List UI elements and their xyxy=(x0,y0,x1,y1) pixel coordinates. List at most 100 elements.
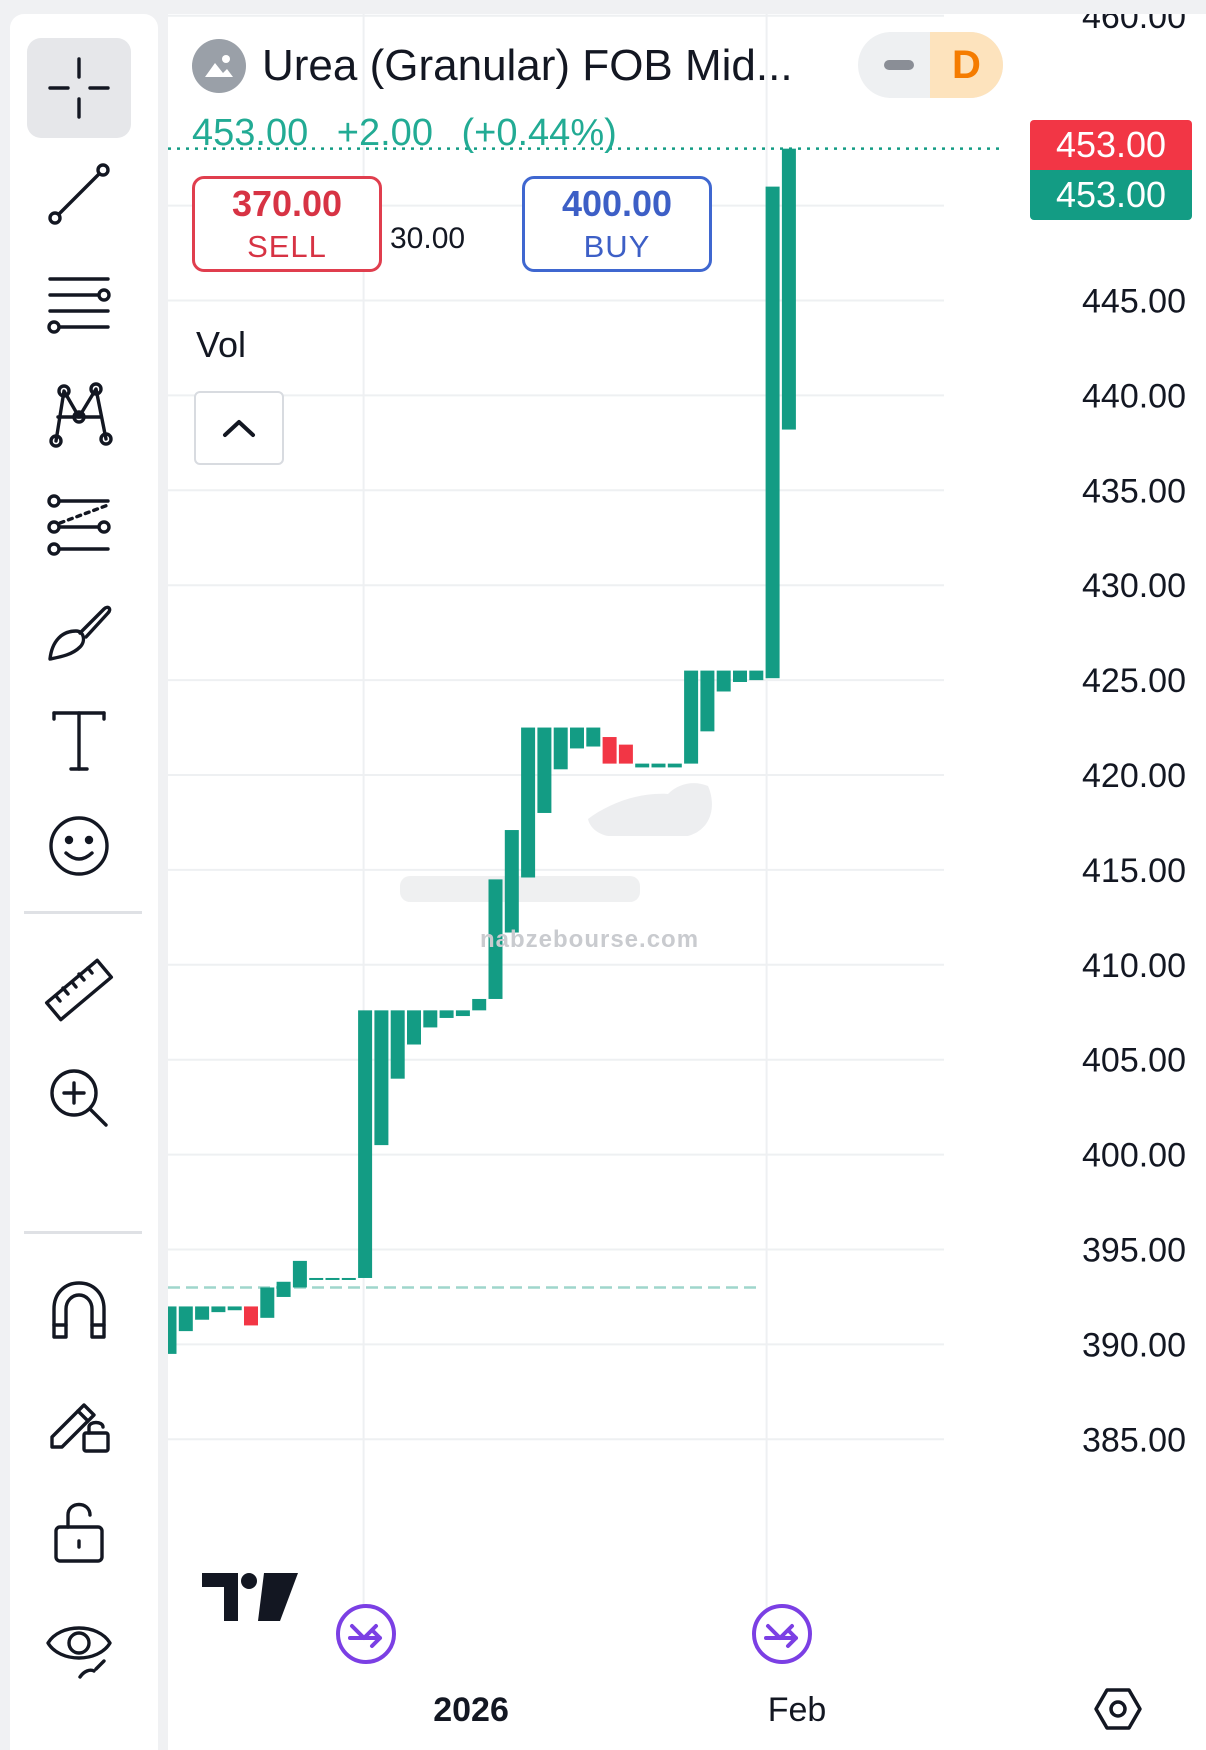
y-tick-label: 390.00 xyxy=(1082,1326,1186,1364)
candle xyxy=(407,1010,421,1045)
price-badge-red: 453.00 xyxy=(1030,120,1192,170)
y-tick-label: 385.00 xyxy=(1082,1421,1186,1459)
magnet-icon xyxy=(52,1281,106,1339)
pattern-tool[interactable] xyxy=(27,364,131,464)
price-change: +2.00 xyxy=(336,112,433,154)
fib-retracement-tool[interactable] xyxy=(27,254,131,354)
brush-icon xyxy=(48,605,112,661)
candle xyxy=(309,1277,324,1280)
buy-button[interactable]: 400.00 BUY xyxy=(522,176,712,272)
fib-retracement-icon xyxy=(47,277,111,334)
y-tick-label: 410.00 xyxy=(1082,947,1186,985)
candle xyxy=(325,1277,340,1280)
y-tick-label: 395.00 xyxy=(1082,1232,1186,1270)
watermark-logo-icon xyxy=(400,783,712,902)
ruler-tool[interactable] xyxy=(27,940,131,1040)
price-chart[interactable]: 460.00450.00445.00440.00435.00430.00425.… xyxy=(168,14,1206,1750)
zoom-in-tool[interactable] xyxy=(27,1048,131,1148)
candle xyxy=(651,763,666,768)
chevron-up-icon xyxy=(223,420,255,437)
candle xyxy=(211,1306,226,1313)
interval-selector[interactable]: D xyxy=(858,32,1003,98)
candle xyxy=(195,1306,210,1320)
emoji-tool[interactable] xyxy=(27,796,131,896)
candle xyxy=(227,1306,242,1311)
candle xyxy=(504,830,519,933)
candle xyxy=(749,670,764,681)
hide-drawings-tool[interactable] xyxy=(27,1596,131,1696)
candle xyxy=(618,744,633,764)
crosshair-tool[interactable] xyxy=(27,38,131,138)
x-tick-label: 2026 xyxy=(433,1691,509,1729)
ruler-icon xyxy=(44,958,114,1022)
candle xyxy=(684,670,699,764)
emoji-icon xyxy=(49,816,109,876)
price-change-row: 453.00 +2.00 (+0.44%) xyxy=(192,112,635,155)
candle xyxy=(765,186,780,679)
magnet-tool[interactable] xyxy=(27,1258,131,1358)
candle xyxy=(374,1010,389,1146)
candle xyxy=(260,1287,275,1318)
symbol-header[interactable]: Urea (Granular) FOB Mid... xyxy=(192,36,793,96)
lock-drawings-icon xyxy=(50,1403,110,1453)
y-tick-label: 420.00 xyxy=(1082,757,1186,795)
trend-line-icon xyxy=(48,163,110,225)
brush-tool[interactable] xyxy=(27,582,131,682)
x-tick-label: Feb xyxy=(768,1691,827,1729)
jump-to-icon[interactable] xyxy=(334,1602,398,1666)
minus-icon[interactable] xyxy=(884,60,914,70)
last-price-badge: 453.00 xyxy=(1030,170,1192,220)
crosshair-icon xyxy=(48,57,110,119)
y-tick-label: 425.00 xyxy=(1082,662,1186,700)
text-tool[interactable] xyxy=(27,690,131,790)
y-tick-label: 415.00 xyxy=(1082,852,1186,890)
chart-area[interactable]: 460.00450.00445.00440.00435.00430.00425.… xyxy=(168,14,1206,1750)
forecast-tool[interactable] xyxy=(27,474,131,574)
buy-label: BUY xyxy=(583,229,651,264)
candle xyxy=(570,727,584,749)
settings-icon[interactable] xyxy=(1093,1684,1143,1734)
candle xyxy=(667,763,682,768)
candle xyxy=(488,879,503,999)
toolbar-separator xyxy=(24,911,142,914)
candle xyxy=(521,727,536,878)
lock-drawings-tool[interactable] xyxy=(27,1368,131,1468)
y-tick-label: 440.00 xyxy=(1082,377,1186,415)
candle xyxy=(455,1010,470,1017)
candle xyxy=(472,998,487,1011)
y-tick-label: 430.00 xyxy=(1082,567,1186,605)
candle xyxy=(390,1010,405,1079)
drawing-toolbar xyxy=(10,14,158,1750)
trend-line-tool[interactable] xyxy=(27,144,131,244)
symbol-title[interactable]: Urea (Granular) FOB Mid... xyxy=(262,41,793,90)
candle xyxy=(700,670,715,732)
candle xyxy=(439,1010,454,1018)
eye-icon xyxy=(46,1626,112,1679)
candle xyxy=(733,670,747,682)
collapse-indicators-button[interactable] xyxy=(194,391,284,465)
lock-tool[interactable] xyxy=(27,1480,131,1580)
candle xyxy=(781,148,796,430)
candle xyxy=(341,1277,356,1280)
candle xyxy=(602,737,617,764)
lock-icon xyxy=(54,1502,104,1563)
interval-label[interactable]: D xyxy=(930,32,1003,98)
candle xyxy=(358,1010,373,1278)
candle xyxy=(292,1260,307,1288)
sell-button[interactable]: 370.00 SELL xyxy=(192,176,382,272)
candle xyxy=(537,727,552,813)
candle xyxy=(716,670,731,692)
candle xyxy=(168,1306,177,1354)
volume-indicator-label[interactable]: Vol xyxy=(196,324,247,365)
jump-to-realtime-icon[interactable] xyxy=(750,1602,814,1666)
candle xyxy=(586,727,601,747)
candle xyxy=(276,1281,291,1297)
zoom-in-icon xyxy=(50,1069,108,1127)
toolbar-separator xyxy=(24,1231,142,1234)
sell-price: 370.00 xyxy=(231,183,343,224)
candle xyxy=(244,1306,258,1326)
symbol-logo-icon xyxy=(192,39,246,93)
tradingview-logo-icon[interactable] xyxy=(202,1569,298,1625)
forecast-icon xyxy=(47,494,111,556)
